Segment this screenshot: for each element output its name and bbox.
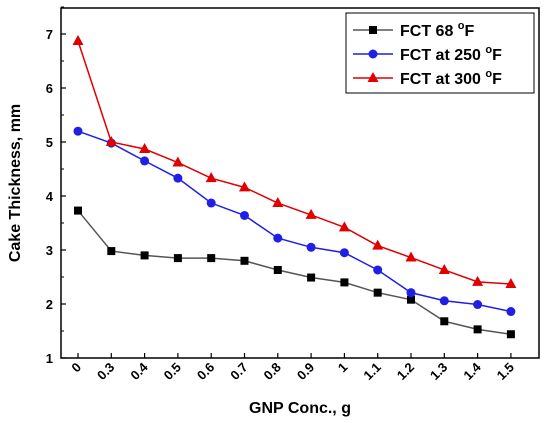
- data-point: [72, 35, 84, 46]
- data-point: [140, 156, 150, 166]
- series-line: [77, 130, 512, 313]
- data-point: [205, 172, 217, 183]
- legend-item: FCT at 250 oF: [353, 44, 502, 64]
- legend-marker: [368, 49, 378, 59]
- data-point: [273, 233, 283, 243]
- y-tick-label: 4: [46, 189, 54, 204]
- data-point: [172, 156, 184, 167]
- x-tick-label: 0.9: [294, 360, 317, 383]
- legend-marker: [367, 72, 379, 82]
- y-axis-title: Cake Thickness, mm: [7, 104, 24, 262]
- y-tick-label: 1: [46, 351, 53, 366]
- data-point: [173, 173, 183, 183]
- data-point: [73, 126, 83, 136]
- legend-label: FCT at 250 oF: [400, 44, 502, 64]
- series-3: [72, 35, 517, 289]
- data-point: [473, 325, 482, 334]
- data-point: [405, 251, 417, 262]
- y-tick-label: 7: [46, 27, 53, 42]
- data-point: [338, 221, 350, 232]
- x-tick-label: 0.4: [127, 359, 151, 383]
- data-point: [107, 247, 116, 256]
- y-tick-label: 3: [46, 243, 53, 258]
- data-point: [506, 307, 516, 317]
- data-point: [473, 300, 483, 310]
- x-tick-label: 1: [335, 360, 351, 376]
- data-point: [472, 275, 484, 286]
- data-point: [440, 317, 449, 326]
- legend-marker: [369, 26, 377, 34]
- ticks: 1 2 3 4 5 6 7 0 0.3 0.4 0.5 0.6 0.7 0.8 0.9 1 1.1 1.2 1.3 1…: [46, 6, 517, 383]
- series-layer: [72, 35, 517, 339]
- x-tick-label: 0.3: [94, 360, 117, 383]
- series-line: [77, 210, 512, 335]
- data-point: [140, 251, 149, 260]
- y-tick-label: 6: [46, 81, 53, 96]
- data-point: [306, 242, 316, 252]
- x-tick-label: 0.5: [161, 360, 184, 383]
- legend: FCT 68 oF FCT at 250 oF FCT at 300 oF: [345, 12, 535, 94]
- data-point: [506, 330, 515, 339]
- x-tick-label: 1.5: [494, 360, 517, 383]
- data-point: [272, 197, 284, 208]
- data-point: [339, 248, 349, 258]
- data-point: [105, 136, 117, 146]
- data-point: [407, 295, 415, 304]
- series-1: [74, 206, 515, 339]
- data-point: [240, 256, 249, 265]
- legend-item: FCT 68 oF: [353, 20, 475, 40]
- data-point: [207, 254, 216, 263]
- data-point: [438, 263, 450, 274]
- data-point: [240, 210, 249, 220]
- data-point: [173, 254, 182, 263]
- legend-label: FCT at 300 oF: [400, 68, 502, 88]
- x-tick-label: 1.2: [394, 360, 417, 383]
- plot-area-frame: [60, 7, 540, 359]
- data-point: [139, 143, 151, 154]
- x-tick-label: 1.3: [427, 360, 450, 383]
- x-tick-label: 0: [68, 360, 84, 376]
- y-tick-label: 2: [46, 297, 53, 312]
- data-point: [239, 181, 250, 192]
- legend-item: FCT at 300 oF: [353, 68, 502, 88]
- data-point: [340, 278, 349, 287]
- data-point: [305, 208, 317, 219]
- series-2: [73, 126, 516, 317]
- data-point: [373, 288, 382, 297]
- legend-label: FCT 68 oF: [400, 20, 475, 40]
- data-point: [439, 296, 449, 306]
- data-point: [307, 273, 316, 282]
- data-point: [372, 239, 384, 250]
- data-point: [273, 265, 282, 274]
- x-tick-label: 1.4: [460, 359, 484, 383]
- x-tick-label: 0.7: [227, 360, 250, 383]
- data-point: [505, 278, 517, 289]
- data-point: [206, 198, 216, 208]
- x-tick-label: 1.1: [360, 360, 383, 383]
- series-line: [77, 40, 511, 285]
- data-point: [373, 265, 383, 275]
- x-axis-title: GNP Conc., g: [249, 400, 351, 417]
- x-tick-label: 0.8: [261, 360, 284, 383]
- data-point: [74, 206, 82, 215]
- y-tick-label: 5: [46, 135, 53, 150]
- x-tick-label: 0.6: [194, 360, 217, 383]
- data-point: [406, 288, 416, 298]
